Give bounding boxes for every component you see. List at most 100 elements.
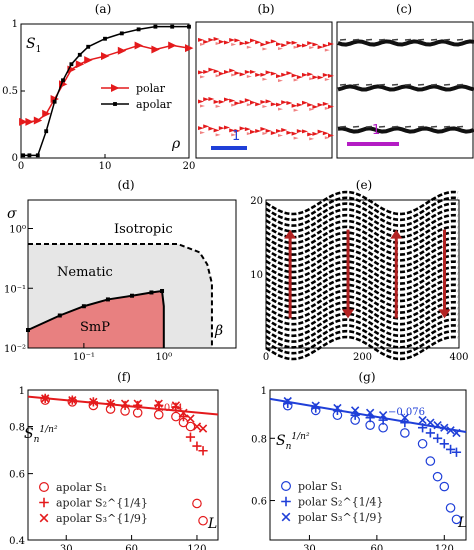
chart-e-stripe xyxy=(265,335,459,361)
chart-a-xtick-label: 0 xyxy=(18,161,24,172)
snapshot-b-particle xyxy=(291,103,298,108)
chart-point-cross xyxy=(311,401,320,410)
snapshot-b-particle xyxy=(213,36,220,41)
snapshot-b-particle xyxy=(246,103,252,107)
region-smp-fill xyxy=(28,290,164,348)
chart-e-xtick-label: 400 xyxy=(449,352,468,363)
chart-e-arrowhead-up xyxy=(284,229,297,239)
chart-e-xtick-label: 0 xyxy=(263,352,269,363)
snapshot-c-particle xyxy=(417,38,425,41)
chart-e-stripe xyxy=(265,295,459,320)
chart-a-point-polar xyxy=(84,56,93,65)
snapshot-c-particle xyxy=(391,38,399,41)
panel-b-label: (b) xyxy=(257,2,274,16)
snapshot-b-particle xyxy=(234,71,241,76)
snapshot-b-particle xyxy=(324,136,330,140)
chart-e-arrowhead-down xyxy=(342,309,355,319)
chart-point-circle xyxy=(439,481,450,492)
snapshot-c-particle xyxy=(443,83,451,86)
snapshot-b-particle xyxy=(244,127,251,132)
chart-a-point-apolar xyxy=(27,153,32,158)
snapshot-b-particle xyxy=(270,130,277,135)
chart-a-point-polar xyxy=(134,41,143,50)
chart-point-plus xyxy=(154,400,164,411)
chart-e-stripe xyxy=(265,324,459,349)
snapshot-b-particle xyxy=(203,124,210,129)
chart-point-cross xyxy=(378,411,388,420)
chart-point-cross xyxy=(283,396,292,406)
chart-point-plus xyxy=(185,432,196,442)
chart-point-cross xyxy=(446,426,455,435)
snapshot-b-particle xyxy=(239,126,246,131)
chart-e-stripe xyxy=(265,329,459,355)
chart-point-cross xyxy=(89,397,98,407)
snapshot-b-particle xyxy=(291,131,298,136)
snapshot-b-particle xyxy=(246,132,252,136)
chart-point-cross xyxy=(179,408,188,417)
chart-point-circle xyxy=(198,515,208,526)
chart-ytick-label: 0.6 xyxy=(251,497,267,508)
snapshot-b-particle xyxy=(286,130,293,135)
snapshot-c-particle xyxy=(443,125,451,128)
snapshot-b: 1 xyxy=(195,21,334,159)
chart-f-ylabel: Sn1/n² xyxy=(24,425,58,445)
chart-point-cross xyxy=(452,428,461,438)
chart-point-cross xyxy=(433,421,442,430)
region-nematic: Nematic xyxy=(57,265,113,280)
snapshot-b-particle xyxy=(309,107,315,111)
snapshot-b-particle xyxy=(234,38,241,43)
chart-a-point-polar xyxy=(185,44,194,53)
snapshot-c-particle xyxy=(404,38,412,41)
chart-ytick-label: 1 xyxy=(261,386,267,397)
chart-e-arrowhead-down xyxy=(438,309,451,319)
snapshot-b-particle xyxy=(307,102,314,107)
chart-point-cross xyxy=(400,413,410,422)
snapshot-b-particle xyxy=(293,108,299,112)
snapshot-b-particle xyxy=(293,78,299,82)
chart-point-plus xyxy=(171,402,181,412)
snapshot-b-particle xyxy=(218,39,225,44)
snapshot-b-particle xyxy=(265,99,272,104)
snapshot-c-particle xyxy=(456,125,464,128)
snapshot-b-particle xyxy=(224,97,230,102)
chart-e: 0 200 400 10 20 xyxy=(250,190,469,363)
snapshot-b-particle xyxy=(229,68,236,73)
chart-ytick-label: 0.8 xyxy=(251,434,267,445)
chart-xtick-label: 120 xyxy=(187,544,206,550)
chart-point-plus xyxy=(417,423,428,433)
chart-a-point-apolar xyxy=(44,129,49,134)
chart-e-stripe xyxy=(265,289,459,314)
snapshot-b-particle xyxy=(244,40,251,45)
chart-point-cross xyxy=(120,399,130,408)
chart-point-plus xyxy=(120,400,130,411)
smp-boundary-point xyxy=(149,290,154,295)
chart-legend-label-plus: polar S₂^{1/4} xyxy=(298,496,383,509)
chart-a-point-apolar xyxy=(21,153,26,158)
chart-g-ylabel: Sn1/n² xyxy=(276,432,310,452)
chart-e-arrowhead-up xyxy=(390,229,403,239)
snapshot-b-particle xyxy=(309,137,315,141)
chart-a-point-polar xyxy=(75,60,85,69)
scalebar-c xyxy=(347,142,399,146)
chart-point-plus xyxy=(445,444,456,454)
chart-a-point-apolar xyxy=(61,78,65,83)
chart-point-plus xyxy=(451,447,462,457)
chart-point-plus xyxy=(192,441,202,451)
snapshot-b-particle xyxy=(213,99,220,104)
chart-g: −0.076 Sn1/n² L 30 60 120 0.6 0.8 1 polar S₁ po… xyxy=(251,386,467,550)
chart-point-circle xyxy=(378,422,388,433)
snapshot-b-particle xyxy=(278,47,283,51)
smp-boundary-point xyxy=(105,297,110,302)
smp-boundary-point xyxy=(160,288,165,293)
snapshot-c-particle xyxy=(339,38,347,41)
chart-a: S1 ρ 0 10 20 0 0.5 1 polar apolar xyxy=(2,19,195,172)
snapshot-b-particle xyxy=(260,72,267,77)
snapshot-c-particle xyxy=(430,38,438,41)
chart-a-xlabel: ρ xyxy=(171,136,181,152)
chart-a-point-apolar xyxy=(170,24,175,29)
chart-e-stripe xyxy=(265,190,459,216)
snapshot-b-particle xyxy=(286,71,293,76)
chart-e-stripe xyxy=(265,213,459,239)
snapshot-b-particle xyxy=(324,78,330,82)
